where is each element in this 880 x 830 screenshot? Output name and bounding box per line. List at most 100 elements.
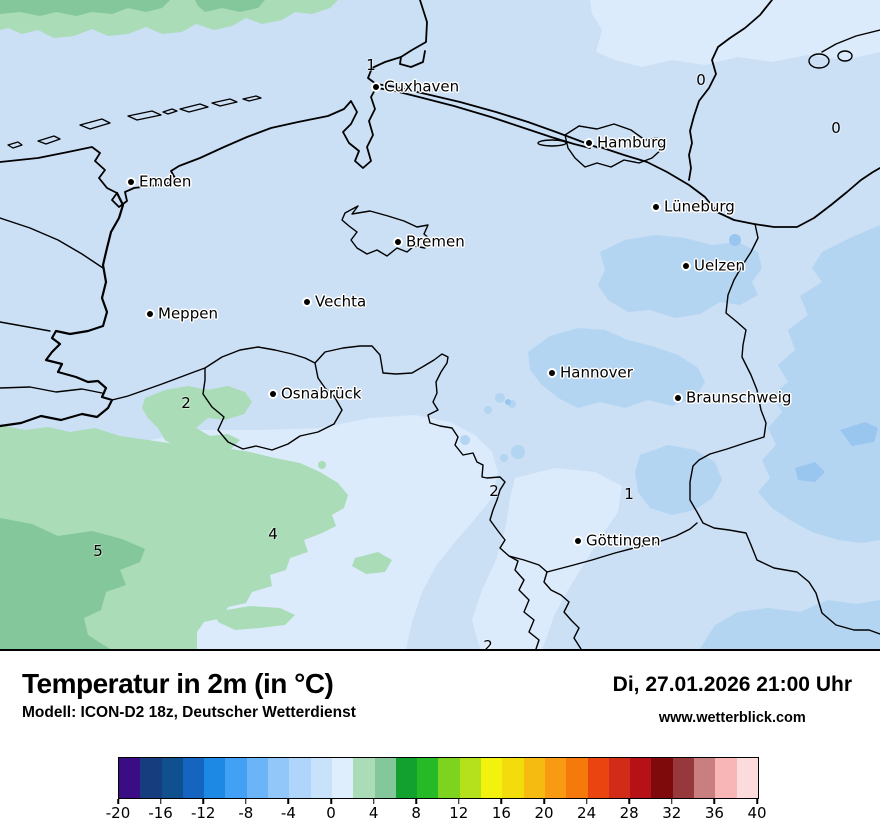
colorbar-tick — [202, 799, 204, 804]
border-osnabrueck-loop — [202, 362, 343, 451]
colorbar-segment — [608, 758, 631, 798]
colorbar-tick — [500, 799, 503, 804]
colorbar-tick-label: -16 — [148, 804, 173, 822]
colorbar-tick — [245, 799, 247, 804]
city-dot — [683, 263, 689, 269]
colorbar-tick — [117, 799, 119, 804]
colorbar-segment — [310, 758, 332, 798]
colorbar-tick-label: 28 — [619, 804, 639, 822]
colorbar-tick-label: 0 — [326, 804, 336, 822]
colorbar-segment — [289, 758, 311, 798]
colorbar-tick — [159, 799, 162, 804]
city-dot — [586, 140, 592, 146]
colorbar-tick-label: -4 — [280, 804, 296, 822]
colorbar-tick — [330, 799, 332, 804]
colorbar-tick — [415, 799, 417, 804]
website-url: www.wetterblick.com — [658, 710, 806, 726]
city-label: Uelzen — [694, 256, 745, 275]
map-label-layer: Cuxhaven Hamburg Emden Lüneburg Bremen Uelzen… — [93, 56, 841, 649]
colorbar-tick — [713, 799, 716, 804]
colorbar-segment — [736, 758, 758, 798]
city-label: Göttingen — [586, 531, 661, 550]
city-label: Emden — [139, 172, 192, 191]
colorbar-tick — [585, 799, 588, 804]
city-label: Hamburg — [597, 133, 667, 152]
colorbar-tick — [287, 799, 290, 804]
colorbar-tick — [458, 799, 460, 804]
map-region-dark-green — [0, 0, 265, 649]
colorbar-segment — [225, 758, 247, 798]
colorbar-segment — [523, 758, 545, 798]
colorbar-tick-label: 8 — [411, 804, 421, 822]
state-borders — [0, 29, 880, 649]
city-label: Cuxhaven — [384, 77, 460, 96]
colorbar-segment — [331, 758, 354, 798]
city-label: Osnabrück — [281, 384, 362, 403]
city-dot — [128, 179, 134, 185]
forecast-datetime: Di, 27.01.2026 21:00 Uhr — [612, 673, 852, 696]
colorbar-segment — [672, 758, 695, 798]
coastline-elbe-funnel — [367, 56, 600, 149]
footer-right-block: Di, 27.01.2026 21:00 Uhr www.wetterblick… — [613, 673, 852, 726]
colorbar-segment — [694, 758, 716, 798]
city-dot — [304, 299, 310, 305]
city-dot — [395, 239, 401, 245]
colorbar-tick-label: 20 — [534, 804, 554, 822]
temperature-value-label: 0 — [696, 71, 706, 89]
colorbar-tick — [671, 799, 673, 804]
colorbar-tick-label: 36 — [704, 804, 724, 822]
colorbar-segment — [587, 758, 609, 798]
colorbar-segment — [140, 758, 162, 798]
city-label: Braunschweig — [686, 388, 792, 407]
colorbar-segment — [161, 758, 183, 798]
temperature-value-label: 5 — [93, 542, 103, 560]
colorbar-segment — [204, 758, 226, 798]
colorbar-segment — [630, 758, 652, 798]
city-dot — [675, 395, 681, 401]
map-svg — [0, 0, 880, 649]
colorbar-segment — [544, 758, 567, 798]
map-region-deep-blue — [505, 234, 878, 482]
temperature-value-label: 2 — [489, 482, 499, 500]
city-dot — [373, 84, 379, 90]
map-region-medium-blue — [460, 225, 880, 649]
city-label: Meppen — [158, 304, 218, 323]
temperature-value-label: 2 — [181, 394, 191, 412]
city-dot — [575, 538, 581, 544]
colorbar-segment — [182, 758, 205, 798]
colorbar-segment — [268, 758, 290, 798]
colorbar-segment — [715, 758, 737, 798]
elbe-island — [537, 139, 567, 147]
colorbar-tick-label: 24 — [577, 804, 597, 822]
colorbar-segment — [246, 758, 269, 798]
city-dot — [549, 370, 555, 376]
city-dot — [653, 204, 659, 210]
temperature-value-label: 0 — [831, 119, 841, 137]
colorbar-segment — [481, 758, 503, 798]
border-schleswig-top-right — [688, 0, 773, 181]
colorbar-tick — [756, 799, 758, 804]
colorbar-tick-label: -20 — [105, 804, 131, 822]
colorbar-tick-label: 16 — [491, 804, 511, 822]
colorbar-segment — [395, 758, 418, 798]
temperature-value-label: 1 — [624, 485, 634, 503]
city-label: Hannover — [560, 363, 633, 382]
colorbar-segment — [459, 758, 482, 798]
colorbar-segment — [502, 758, 524, 798]
colorbar-segment — [651, 758, 673, 798]
colorbar-tick-label: -8 — [238, 804, 254, 822]
colorbar-segment — [417, 758, 439, 798]
border-east — [689, 223, 880, 635]
colorbar-tick-label: -12 — [190, 804, 216, 822]
city-label: Lüneburg — [664, 197, 735, 216]
border-hamburg-loop — [564, 123, 664, 168]
model-info: Modell: ICON-D2 18z, Deutscher Wetterdie… — [22, 704, 356, 721]
colorbar-segment — [438, 758, 460, 798]
border-central — [111, 345, 540, 649]
colorbar-tick — [543, 799, 545, 804]
map-title: Temperatur in 2m (in °C) — [22, 668, 334, 699]
border-goettingen — [508, 555, 582, 649]
colorbar-tick-label: 40 — [747, 804, 767, 822]
border-elbe-east — [599, 146, 880, 228]
